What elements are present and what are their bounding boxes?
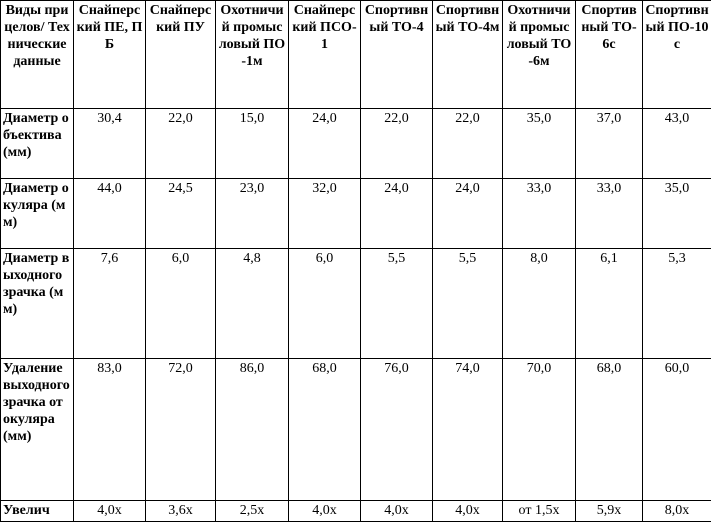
cell: 83,0 — [74, 359, 146, 501]
cell: 74,0 — [433, 359, 503, 501]
cell: 4,0x — [289, 501, 361, 522]
cell: 35,0 — [643, 179, 711, 249]
cell: 6,0 — [146, 249, 216, 359]
header-cell: Снайперский ПСО-1 — [289, 1, 361, 109]
cell: 5,5 — [433, 249, 503, 359]
cell: 30,4 — [74, 109, 146, 179]
cell: 3,6x — [146, 501, 216, 522]
cell: 5,3 — [643, 249, 711, 359]
header-cell: Виды прицелов/ Технические данные — [1, 1, 74, 109]
header-cell: Спортивный ПО-10с — [643, 1, 711, 109]
cell: 2,5x — [216, 501, 289, 522]
cell: 60,0 — [643, 359, 711, 501]
cell: 86,0 — [216, 359, 289, 501]
cell: 32,0 — [289, 179, 361, 249]
cell: 24,0 — [433, 179, 503, 249]
cell: 68,0 — [576, 359, 643, 501]
cell: 8,0 — [503, 249, 576, 359]
cell: 4,0x — [433, 501, 503, 522]
cell: 8,0x — [643, 501, 711, 522]
cell: 43,0 — [643, 109, 711, 179]
header-cell: Снайперский ПЕ, ПБ — [74, 1, 146, 109]
cell: 72,0 — [146, 359, 216, 501]
header-cell: Снайперский ПУ — [146, 1, 216, 109]
row-label: Удаление выходного зрачка от окуляра (мм… — [1, 359, 74, 501]
cell: 22,0 — [433, 109, 503, 179]
header-cell: Спортивный ТО-6с — [576, 1, 643, 109]
cell: 44,0 — [74, 179, 146, 249]
cell: 6,0 — [289, 249, 361, 359]
cell: 22,0 — [361, 109, 433, 179]
cell: 6,1 — [576, 249, 643, 359]
cell: 15,0 — [216, 109, 289, 179]
cell: 24,0 — [289, 109, 361, 179]
cell: 33,0 — [576, 179, 643, 249]
cell: 7,6 — [74, 249, 146, 359]
cell: 23,0 — [216, 179, 289, 249]
row-label: Увелич — [1, 501, 74, 522]
cell: 5,5 — [361, 249, 433, 359]
row-label: Диаметр выходного зрачка (мм) — [1, 249, 74, 359]
cell: 76,0 — [361, 359, 433, 501]
row-label: Диаметр окуляра (мм) — [1, 179, 74, 249]
cell: 5,9x — [576, 501, 643, 522]
cell: 24,0 — [361, 179, 433, 249]
cell: 4,0x — [74, 501, 146, 522]
data-row: Удаление выходного зрачка от окуляра (мм… — [1, 359, 711, 501]
cell: 35,0 — [503, 109, 576, 179]
header-cell: Спортивный ТО-4 — [361, 1, 433, 109]
header-cell: Охотничий промысловый ПО-1м — [216, 1, 289, 109]
cell: 22,0 — [146, 109, 216, 179]
cell: 70,0 — [503, 359, 576, 501]
cell: 37,0 — [576, 109, 643, 179]
cell: от 1,5x — [503, 501, 576, 522]
cell: 68,0 — [289, 359, 361, 501]
cell: 33,0 — [503, 179, 576, 249]
header-cell: Спортивный ТО-4м — [433, 1, 503, 109]
cell: 4,0x — [361, 501, 433, 522]
header-cell: Охотничий промысловый ТО-6м — [503, 1, 576, 109]
cell: 24,5 — [146, 179, 216, 249]
cell: 4,8 — [216, 249, 289, 359]
row-label: Диаметр объектива (мм) — [1, 109, 74, 179]
